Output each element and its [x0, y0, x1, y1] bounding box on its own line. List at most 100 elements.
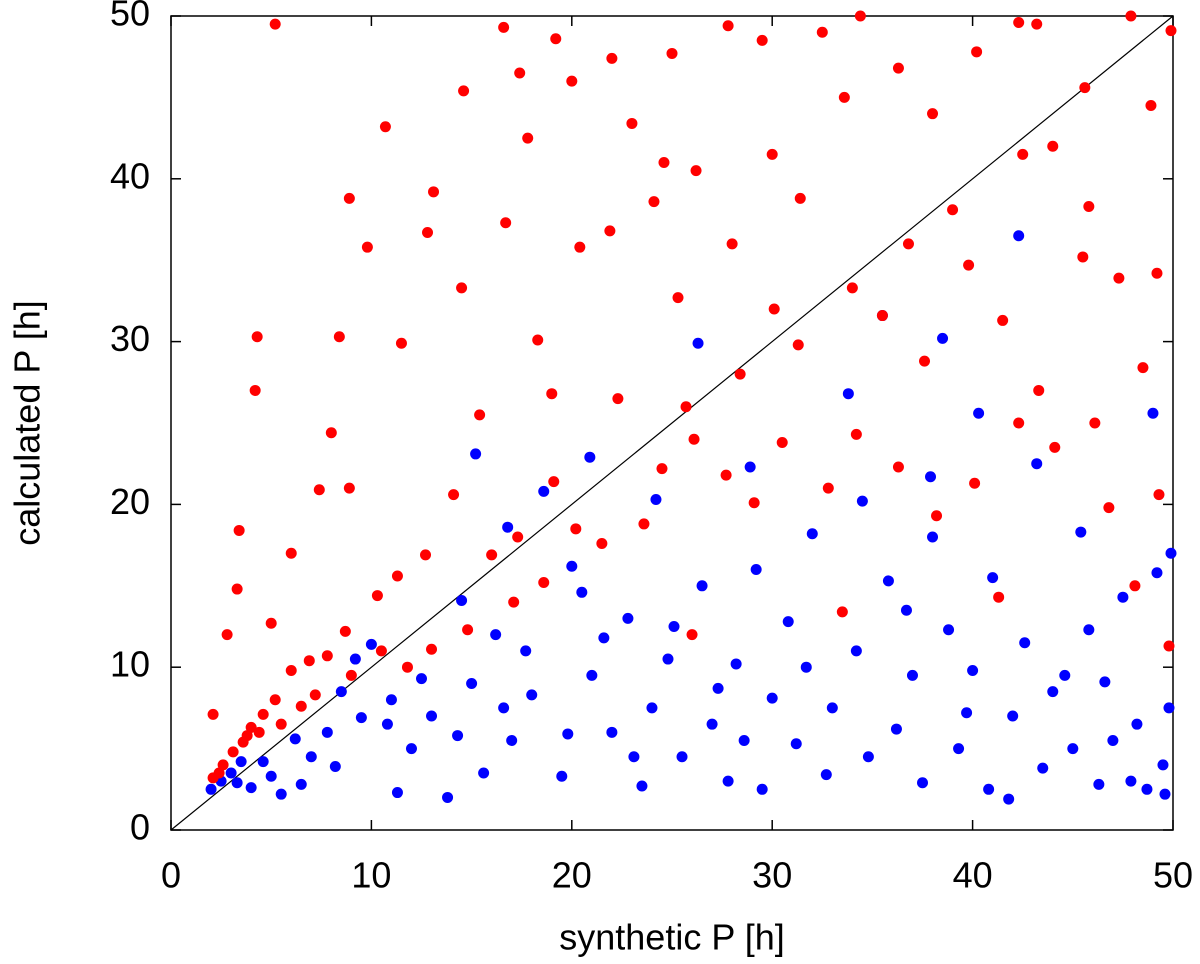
point — [269, 694, 281, 706]
y-tick-label: 30 — [110, 318, 150, 359]
point — [1163, 640, 1175, 652]
point — [313, 484, 325, 496]
point — [983, 783, 995, 795]
point — [925, 471, 937, 483]
point — [892, 461, 904, 473]
point — [656, 463, 668, 475]
point — [756, 34, 768, 46]
point — [227, 746, 239, 758]
point — [626, 117, 638, 129]
point — [205, 783, 217, 795]
plot-frame — [170, 15, 1174, 831]
point — [969, 477, 981, 489]
y-axis-label: calculated P [h] — [7, 300, 48, 546]
point — [584, 451, 596, 463]
point — [622, 612, 634, 624]
point — [768, 303, 780, 315]
point — [532, 334, 544, 346]
point — [1153, 489, 1165, 501]
point — [722, 775, 734, 787]
point — [249, 384, 261, 396]
point — [576, 586, 588, 598]
point — [806, 528, 818, 540]
point — [1113, 272, 1125, 284]
point — [1047, 686, 1059, 698]
point — [822, 482, 834, 494]
point — [556, 770, 568, 782]
point — [550, 33, 562, 45]
point — [636, 780, 648, 792]
x-tick-label: 40 — [953, 855, 993, 896]
point — [245, 721, 257, 733]
point — [598, 632, 610, 644]
point — [836, 606, 848, 618]
point — [1049, 441, 1061, 453]
point — [466, 677, 478, 689]
point — [726, 238, 738, 250]
point — [967, 664, 979, 676]
point — [744, 461, 756, 473]
point — [756, 783, 768, 795]
point — [794, 192, 806, 204]
point — [225, 767, 237, 779]
point — [401, 661, 413, 673]
point — [1019, 637, 1031, 649]
point — [361, 241, 373, 253]
point — [892, 62, 904, 74]
point — [1031, 18, 1043, 30]
point — [213, 767, 225, 779]
point — [295, 778, 307, 790]
point — [1117, 591, 1129, 603]
point — [305, 751, 317, 763]
point — [478, 767, 490, 779]
point — [1137, 362, 1149, 374]
point — [1125, 775, 1137, 787]
point — [289, 733, 301, 745]
point — [514, 67, 526, 79]
point — [1141, 783, 1153, 795]
point — [1151, 567, 1163, 579]
point — [452, 730, 464, 742]
point — [792, 339, 804, 351]
point — [666, 47, 678, 59]
point — [343, 482, 355, 494]
point — [538, 577, 550, 589]
point — [838, 91, 850, 103]
point — [638, 518, 650, 530]
point — [931, 510, 943, 522]
point — [265, 770, 277, 782]
point — [1163, 702, 1175, 714]
point — [391, 787, 403, 799]
point — [309, 689, 321, 701]
point — [963, 259, 975, 271]
point — [456, 282, 468, 294]
point — [900, 604, 912, 616]
point — [233, 524, 245, 536]
point — [570, 523, 582, 535]
point — [1107, 734, 1119, 746]
point — [1165, 547, 1177, 559]
point — [1079, 82, 1091, 94]
point — [303, 655, 315, 667]
point — [375, 645, 387, 657]
point — [349, 653, 361, 665]
point — [947, 204, 959, 216]
point — [927, 108, 939, 120]
point — [722, 20, 734, 32]
point — [987, 572, 999, 584]
point — [820, 769, 832, 781]
point — [1159, 788, 1171, 800]
point — [937, 332, 949, 344]
point — [738, 734, 750, 746]
x-tick-label: 10 — [351, 855, 391, 896]
point — [257, 756, 269, 768]
point — [379, 121, 391, 133]
point — [1131, 718, 1143, 730]
point — [1013, 230, 1025, 242]
point — [508, 596, 520, 608]
point — [1033, 384, 1045, 396]
point — [696, 580, 708, 592]
point — [269, 18, 281, 30]
point — [235, 756, 247, 768]
point — [1017, 148, 1029, 160]
